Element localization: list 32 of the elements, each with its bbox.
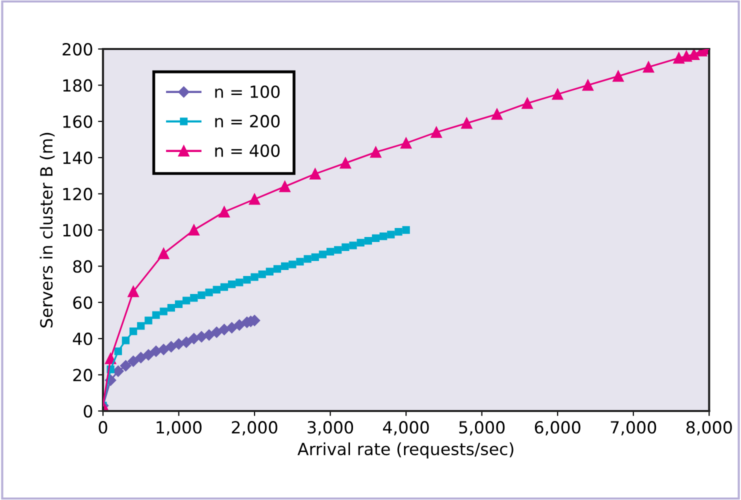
y-tick-label: 60 bbox=[73, 296, 92, 309]
x-tick-label: 1,000 bbox=[156, 421, 202, 436]
x-tick-label: 2,000 bbox=[232, 421, 278, 436]
point bbox=[552, 88, 564, 100]
x-tick-label: 5,000 bbox=[459, 421, 505, 436]
point bbox=[582, 80, 594, 91]
legend-label: n = 100 bbox=[215, 85, 280, 98]
y-tick-label: 40 bbox=[72, 332, 92, 346]
y-tick-label: 80 bbox=[73, 260, 92, 273]
y-tick-label: 100 bbox=[63, 224, 92, 237]
y-tick-label: 140 bbox=[63, 152, 92, 164]
legend-label: n = 400 bbox=[215, 144, 280, 157]
point bbox=[248, 194, 260, 205]
x-tick-label: 0 bbox=[98, 421, 108, 434]
point bbox=[430, 126, 442, 138]
y-tick-label: 0 bbox=[84, 404, 92, 418]
x-axis-title: Arrival rate (requests/sec) bbox=[298, 442, 514, 459]
y-tick-label: 180 bbox=[63, 79, 92, 92]
line-series bbox=[103, 49, 710, 411]
x-tick-label: 6,000 bbox=[534, 421, 580, 436]
y-tick-label: 200 bbox=[62, 42, 92, 56]
x-tick-label: 3,000 bbox=[308, 421, 354, 436]
point bbox=[461, 118, 472, 129]
x-tick-label: 7,000 bbox=[610, 421, 656, 436]
x-tick-label: 8,000 bbox=[686, 421, 732, 436]
y-axis-title: Servers in cluster B (m) bbox=[40, 132, 55, 328]
legend-label: n = 200 bbox=[215, 114, 280, 128]
y-tick-label: 160 bbox=[63, 115, 92, 128]
point bbox=[402, 226, 410, 234]
x-tick-label: 4,000 bbox=[383, 421, 429, 436]
y-tick-label: 20 bbox=[73, 368, 92, 382]
y-tick-label: 120 bbox=[63, 188, 92, 200]
